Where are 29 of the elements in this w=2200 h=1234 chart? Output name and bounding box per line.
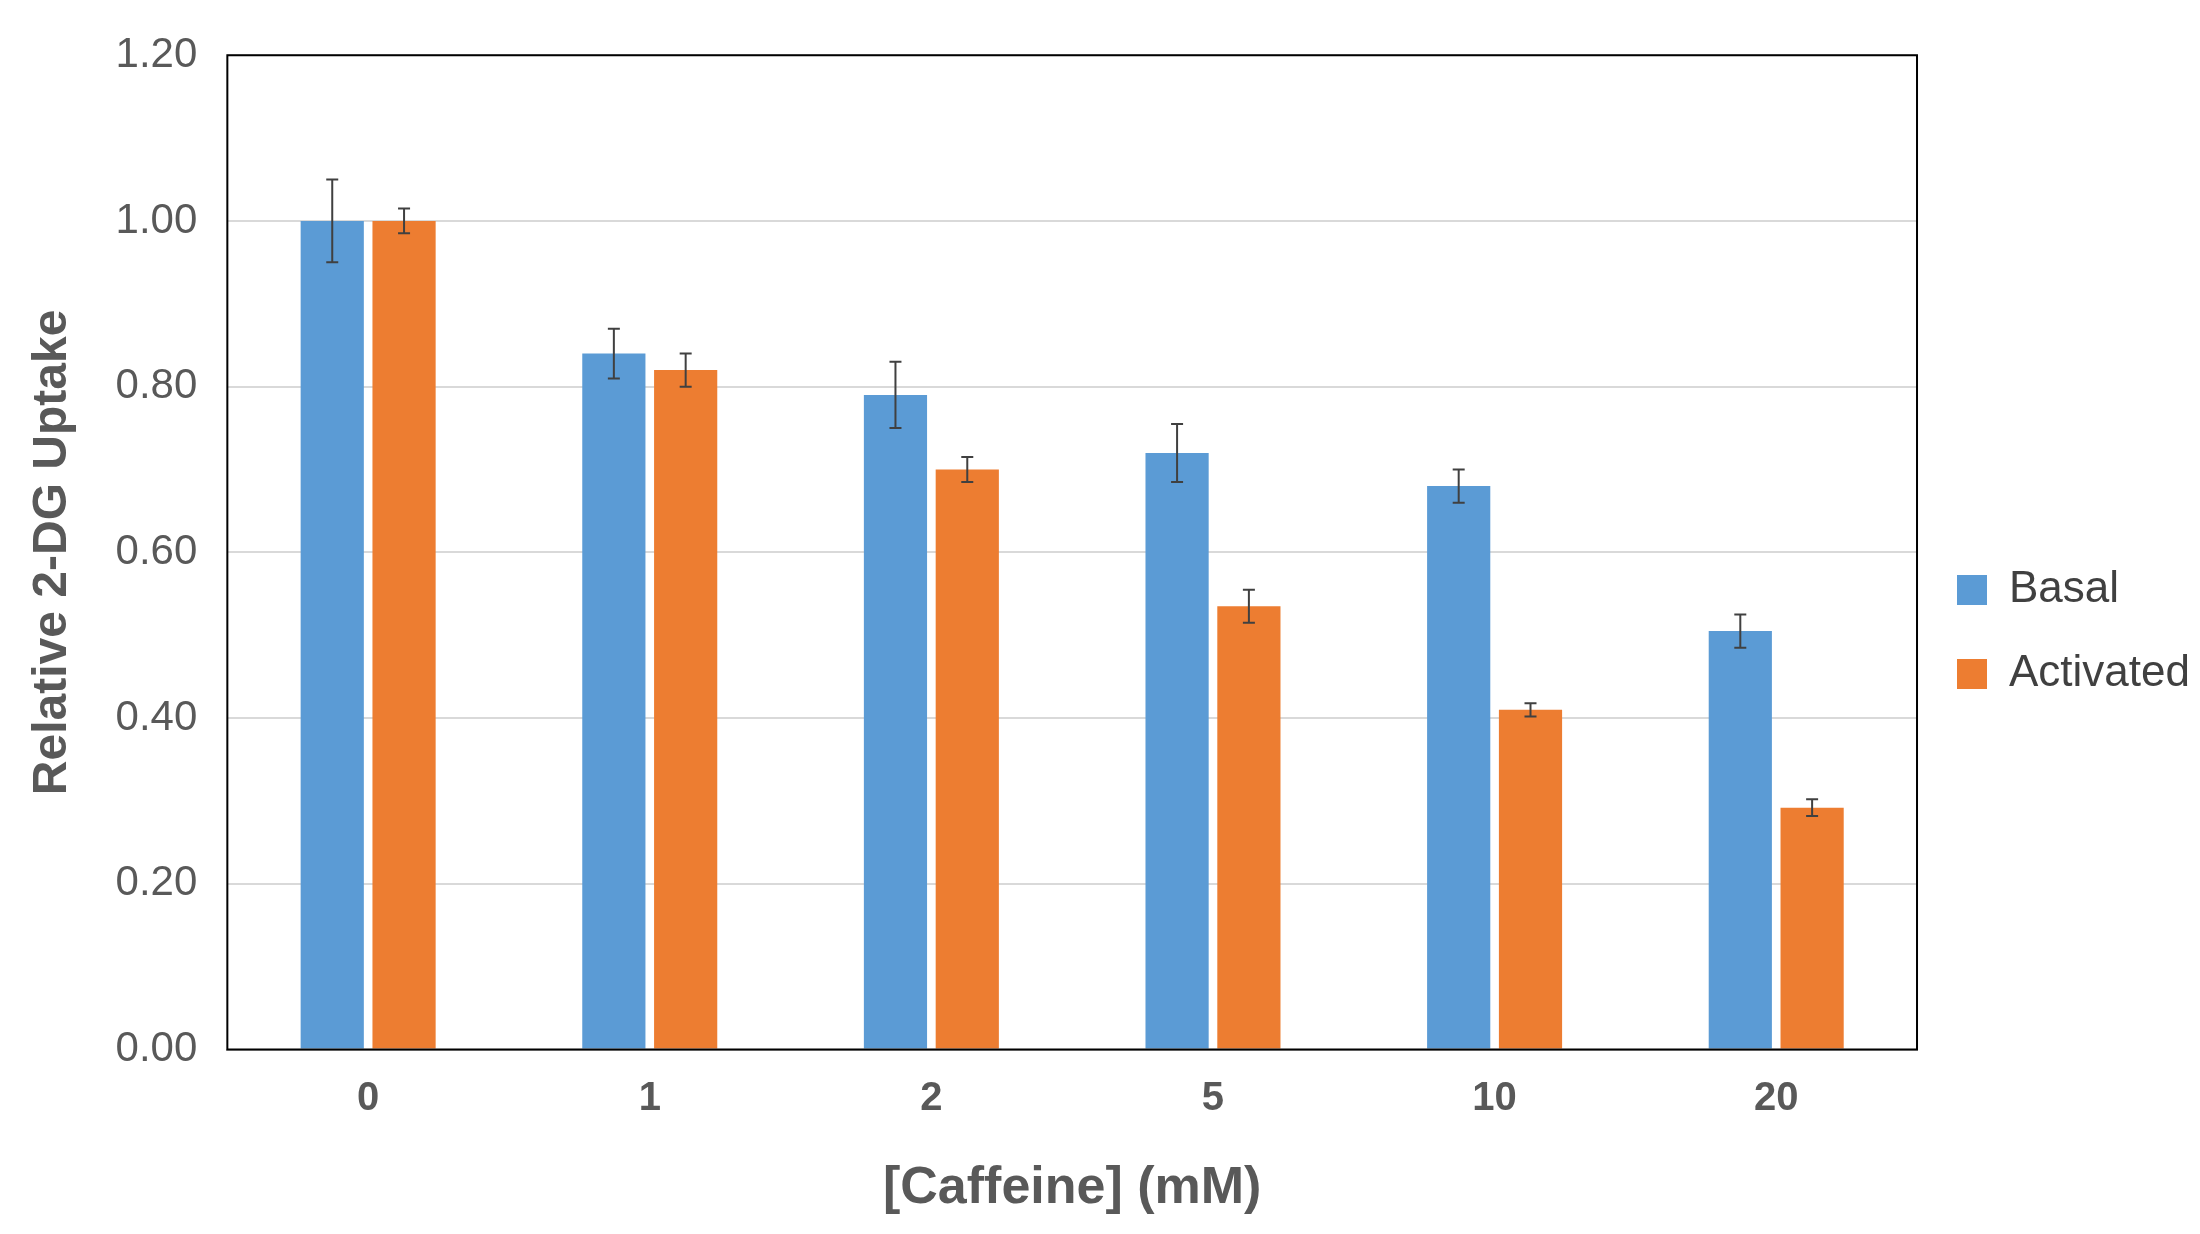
bar	[1780, 807, 1844, 1049]
bar	[1145, 452, 1209, 1049]
y-axis-title: Relative 2-DG Uptake	[23, 309, 77, 796]
bar	[1708, 631, 1772, 1049]
y-tick-label: 0.60	[115, 525, 198, 573]
x-tick-label: 0	[357, 1073, 380, 1118]
y-tick-label: 0.80	[115, 360, 198, 408]
y-tick-label: 1.00	[115, 194, 198, 242]
bar	[372, 220, 436, 1049]
x-tick-label: 20	[1753, 1073, 1799, 1118]
y-tick-label: 0.20	[115, 857, 198, 905]
y-tick-label: 1.20	[115, 28, 198, 76]
x-tick-label: 10	[1472, 1073, 1517, 1118]
legend-label: Activated	[2009, 646, 2190, 696]
bar	[300, 220, 364, 1049]
bar	[1498, 709, 1563, 1049]
bar	[863, 394, 928, 1049]
bar	[1427, 486, 1491, 1049]
bar	[1217, 606, 1281, 1049]
bar	[582, 353, 646, 1049]
x-tick-label: 5	[1201, 1073, 1225, 1118]
y-tick-label: 0.40	[115, 691, 198, 739]
x-tick-label: 2	[920, 1073, 943, 1118]
bar	[935, 469, 999, 1049]
y-tick-label: 0.00	[115, 1023, 198, 1071]
bar	[654, 370, 718, 1049]
x-tick-label: 1	[638, 1073, 661, 1118]
legend-label: Basal	[2009, 562, 2120, 612]
x-axis-title: [Caffeine] (mM)	[882, 1156, 1262, 1215]
